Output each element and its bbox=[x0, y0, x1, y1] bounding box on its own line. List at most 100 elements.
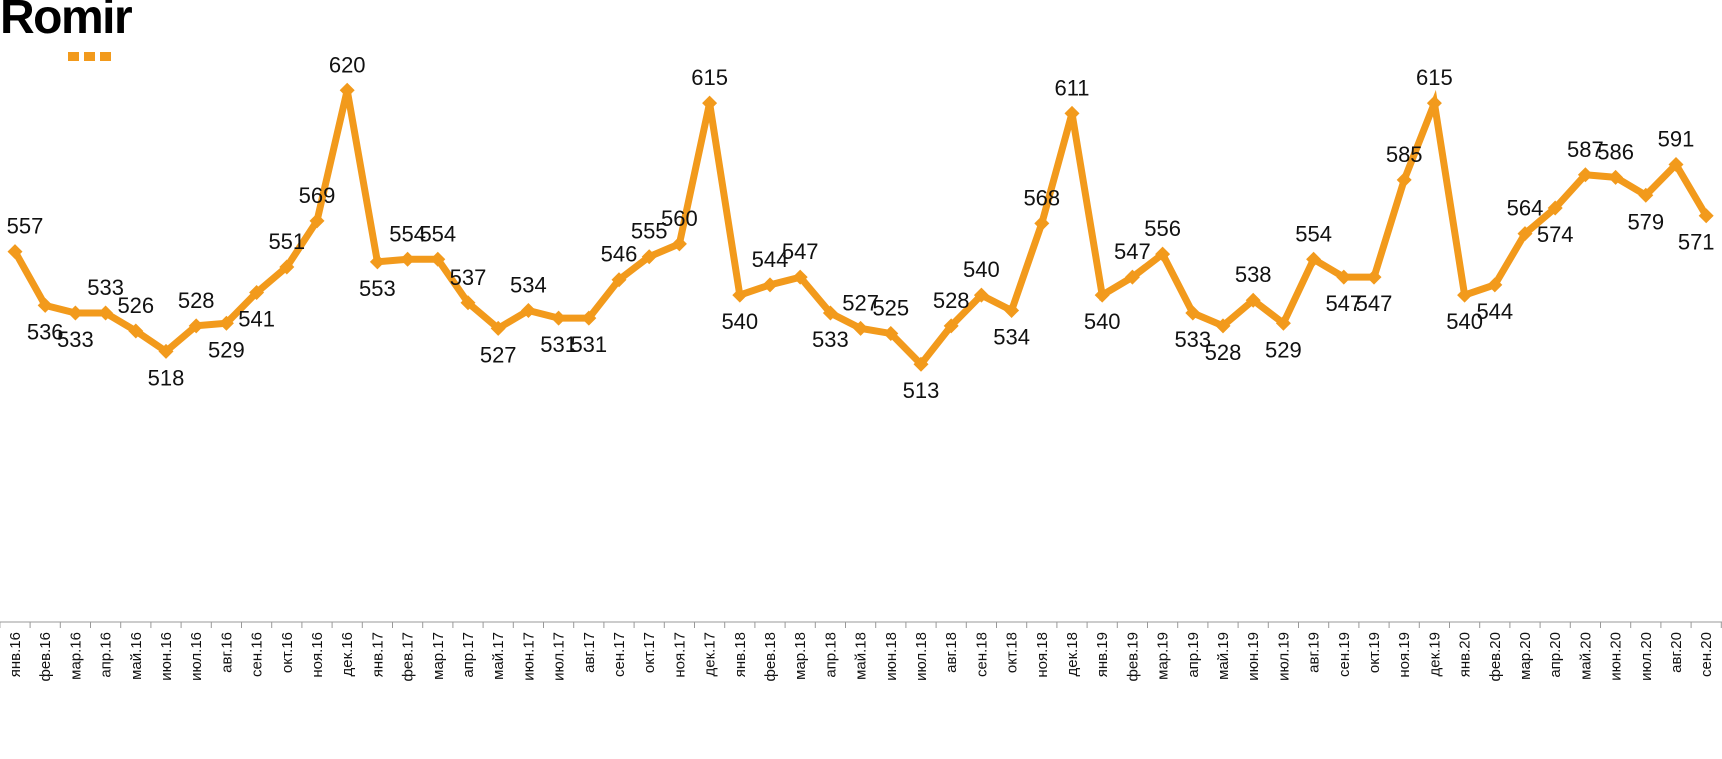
data-point-marker bbox=[37, 297, 53, 313]
data-point-marker bbox=[1547, 200, 1563, 216]
x-tick-label: мар.16 bbox=[67, 632, 84, 680]
data-point-marker bbox=[460, 295, 476, 311]
x-tick-label: июл.18 bbox=[913, 632, 930, 681]
data-point-marker bbox=[1608, 169, 1624, 185]
x-tick-label: сен.19 bbox=[1336, 632, 1353, 677]
data-point-marker bbox=[822, 305, 838, 321]
x-tick-label: апр.17 bbox=[460, 632, 477, 678]
data-point-marker bbox=[1396, 172, 1412, 188]
x-tick-label: июн.18 bbox=[883, 632, 900, 681]
data-point-marker bbox=[400, 251, 416, 267]
x-tick-label: июн.19 bbox=[1245, 632, 1262, 681]
data-label: 533 bbox=[1174, 327, 1211, 352]
data-label: 547 bbox=[782, 239, 819, 264]
data-point-marker bbox=[913, 356, 929, 372]
x-tick-label: янв.18 bbox=[732, 632, 749, 677]
data-label: 620 bbox=[329, 52, 366, 77]
data-label: 547 bbox=[1356, 291, 1393, 316]
x-tick-label: дек.17 bbox=[702, 632, 719, 677]
data-label: 557 bbox=[7, 214, 44, 239]
data-label: 531 bbox=[570, 332, 607, 357]
logo-dots bbox=[68, 48, 116, 66]
x-tick-label: июн.17 bbox=[520, 632, 537, 681]
x-tick-label: ноя.16 bbox=[309, 632, 326, 678]
data-label: 518 bbox=[148, 365, 185, 390]
data-label: 544 bbox=[752, 247, 789, 272]
data-label: 547 bbox=[1114, 239, 1151, 264]
logo-text: Romir bbox=[0, 0, 133, 44]
data-point-marker bbox=[1366, 269, 1382, 285]
x-tick-label: июн.20 bbox=[1608, 632, 1625, 681]
data-label: 579 bbox=[1627, 209, 1664, 234]
data-label: 556 bbox=[1144, 216, 1181, 241]
x-tick-label: фев.20 bbox=[1487, 632, 1504, 682]
data-point-marker bbox=[249, 285, 265, 301]
data-label: 533 bbox=[57, 327, 94, 352]
x-tick-label: янв.20 bbox=[1457, 632, 1474, 677]
data-label: 533 bbox=[812, 327, 849, 352]
data-label: 547 bbox=[1325, 291, 1362, 316]
x-tick-label: сен.20 bbox=[1698, 632, 1715, 677]
data-point-marker bbox=[853, 320, 869, 336]
x-tick-label: сен.17 bbox=[611, 632, 628, 677]
data-point-marker bbox=[98, 305, 114, 321]
data-label: 540 bbox=[721, 309, 758, 334]
x-tick-label: июл.20 bbox=[1638, 632, 1655, 681]
data-label: 525 bbox=[872, 296, 909, 321]
data-point-marker bbox=[279, 259, 295, 275]
x-tick-label: дек.16 bbox=[339, 632, 356, 677]
x-tick-label: июл.16 bbox=[188, 632, 205, 681]
data-label: 568 bbox=[1023, 185, 1060, 210]
x-tick-label: мар.17 bbox=[430, 632, 447, 680]
data-point-marker bbox=[1698, 208, 1714, 224]
data-point-marker bbox=[1004, 302, 1020, 318]
x-tick-label: окт.17 bbox=[641, 632, 658, 673]
x-tick-label: авг.17 bbox=[581, 632, 598, 673]
x-tick-label: янв.16 bbox=[7, 632, 24, 677]
data-label: 528 bbox=[1205, 340, 1242, 365]
x-tick-label: май.17 bbox=[490, 632, 507, 680]
data-label: 531 bbox=[540, 332, 577, 357]
data-label: 527 bbox=[480, 342, 517, 367]
data-point-marker bbox=[671, 236, 687, 252]
x-tick-label: авг.16 bbox=[218, 632, 235, 673]
x-tick-label: мар.19 bbox=[1155, 632, 1172, 680]
data-point-marker bbox=[7, 244, 23, 260]
data-point-marker bbox=[1638, 187, 1654, 203]
data-point-marker bbox=[581, 310, 597, 326]
x-tick-label: ноя.19 bbox=[1396, 632, 1413, 678]
x-tick-label: фев.17 bbox=[400, 632, 417, 682]
data-label: 574 bbox=[1537, 222, 1574, 247]
data-label: 591 bbox=[1658, 127, 1695, 152]
x-tick-label: фев.16 bbox=[37, 632, 54, 682]
data-point-marker bbox=[792, 269, 808, 285]
x-tick-label: июн.16 bbox=[158, 632, 175, 681]
data-label: 546 bbox=[601, 242, 638, 267]
x-tick-label: окт.18 bbox=[1004, 632, 1021, 673]
x-tick-label: окт.19 bbox=[1366, 632, 1383, 673]
data-label: 541 bbox=[238, 307, 275, 332]
data-point-marker bbox=[1457, 287, 1473, 303]
data-point-marker bbox=[1577, 167, 1593, 183]
x-tick-label: апр.19 bbox=[1185, 632, 1202, 678]
data-point-marker bbox=[943, 318, 959, 334]
data-point-marker bbox=[551, 310, 567, 326]
data-label: 585 bbox=[1386, 142, 1423, 167]
romir-logo: Romir bbox=[0, 0, 160, 62]
data-label: 569 bbox=[299, 183, 336, 208]
data-point-marker bbox=[1336, 269, 1352, 285]
data-point-marker bbox=[309, 213, 325, 229]
data-point-marker bbox=[1034, 215, 1050, 231]
x-tick-label: фев.18 bbox=[762, 632, 779, 682]
data-label: 528 bbox=[178, 288, 215, 313]
data-label: 513 bbox=[903, 378, 940, 403]
x-tick-label: дек.18 bbox=[1064, 632, 1081, 677]
data-point-marker bbox=[1306, 251, 1322, 267]
data-point-marker bbox=[1487, 277, 1503, 293]
data-label: 555 bbox=[631, 219, 668, 244]
x-tick-label: сен.18 bbox=[973, 632, 990, 677]
x-tick-label: окт.16 bbox=[279, 632, 296, 673]
x-tick-label: апр.18 bbox=[822, 632, 839, 678]
data-label: 534 bbox=[510, 272, 547, 297]
data-label: 540 bbox=[1084, 309, 1121, 334]
